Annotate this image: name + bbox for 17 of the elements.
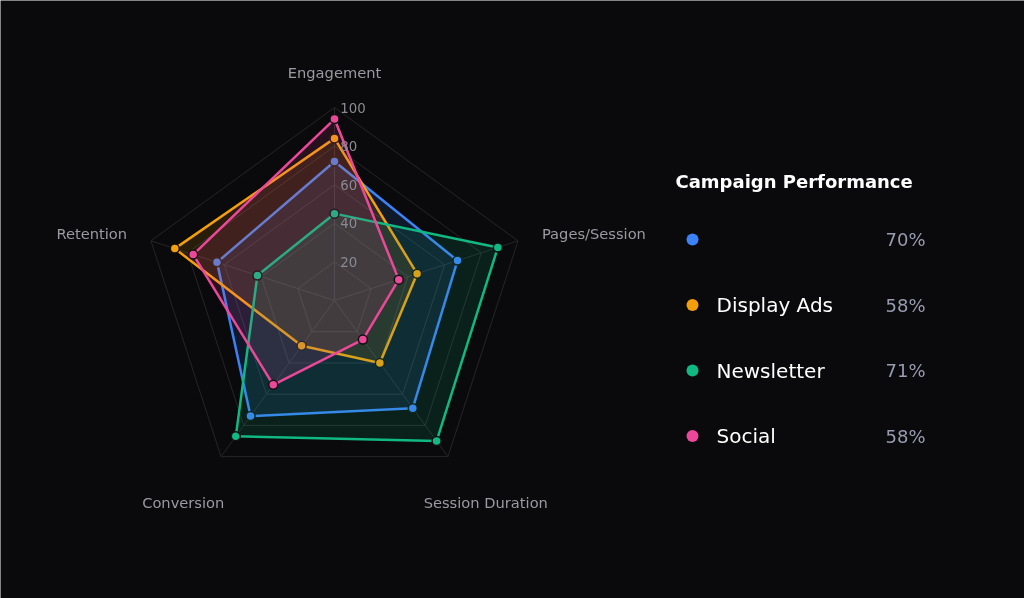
y-tick-label: 40 [340,216,358,232]
y-tick-label: 100 [340,100,366,116]
spoke-label: Engagement [287,64,382,82]
text: 58% [885,294,926,316]
text: 58% [885,425,926,447]
legend-title: Campaign Performance [675,171,913,192]
spoke-label: Retention [56,224,128,242]
y-tick-label: 20 [340,254,358,270]
legend-label: Social [716,424,776,448]
spoke-label: Conversion [142,493,225,511]
y-tick-label: 60 [340,177,358,193]
text: 70% [885,229,926,250]
spoke-label: Pages/Session [541,224,646,242]
text: 71% [885,360,926,381]
spoke-label: Session Duration [423,493,548,511]
legend-label: Display Ads [716,293,834,317]
legend-label: Newsletter [716,358,826,383]
